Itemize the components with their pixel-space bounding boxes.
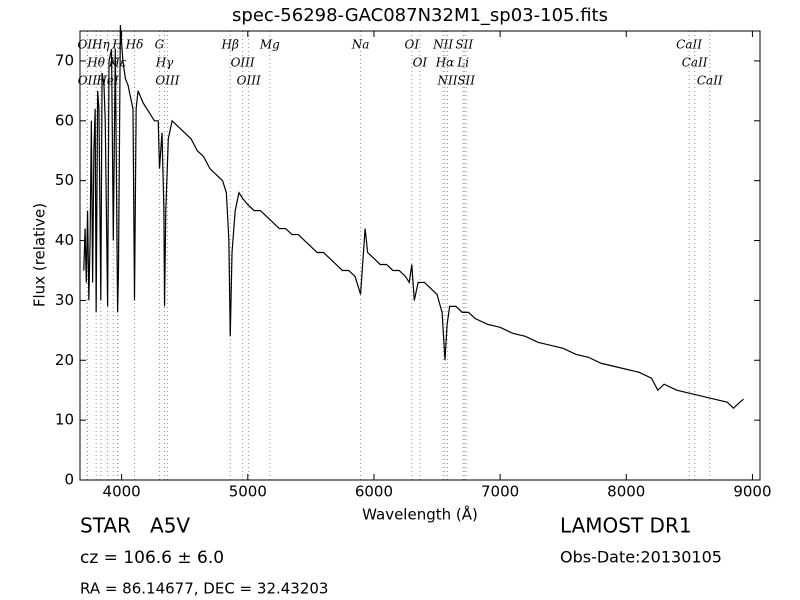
annotation: Obs-Date:20130105 — [560, 548, 722, 567]
chart-title: spec-56298-GAC087N32M1_sp03-105.fits — [232, 5, 608, 26]
annotation: RA = 86.14677, DEC = 32.43203 — [80, 580, 328, 598]
spectral-line-label: OII — [78, 38, 98, 52]
y-tick-label: 10 — [55, 411, 74, 429]
spectral-line-label: OIII — [231, 56, 255, 70]
spectral-line-label: NII — [432, 38, 453, 52]
spectral-line-label: CaII — [676, 38, 702, 52]
annotation: STAR A5V — [80, 514, 190, 538]
x-tick-label: 8000 — [607, 483, 645, 501]
spectral-line-label: CaII — [697, 74, 723, 88]
spectrum-line — [83, 24, 744, 409]
y-tick-label: 30 — [55, 291, 74, 309]
y-tick-label: 60 — [55, 111, 74, 129]
spectral-line-label: Hη — [91, 38, 110, 52]
spectral-line-label: OIII — [237, 74, 261, 88]
spectral-line-label: Li — [456, 56, 469, 70]
x-tick-label: 7000 — [481, 483, 519, 501]
spectral-line-label: Hδ — [125, 38, 144, 52]
x-tick-label: 4000 — [103, 483, 141, 501]
spectral-line-label: CaII — [682, 56, 708, 70]
y-tick-label: 0 — [64, 471, 74, 489]
spectral-line-label: Na — [351, 38, 370, 52]
x-tick-label: 6000 — [355, 483, 393, 501]
spectral-line-label: K — [108, 56, 119, 70]
spectral-line-label: SII — [455, 38, 473, 52]
spectral-line-label: G — [155, 38, 165, 52]
y-tick-label: 70 — [55, 51, 74, 69]
spectral-line-label: OI — [413, 56, 428, 70]
plot-frame — [79, 30, 761, 481]
x-tick-label: 9000 — [733, 483, 771, 501]
spectral-line-label: OII — [78, 74, 98, 88]
x-axis-label: Wavelength (Å) — [362, 505, 478, 524]
spectral-line-label: SII — [457, 74, 475, 88]
spectral-line-label: Hθ — [86, 56, 105, 70]
annotation: LAMOST DR1 — [560, 514, 692, 538]
y-tick-label: 50 — [55, 171, 74, 189]
spectral-line-label: Hγ — [155, 56, 174, 70]
y-tick-label: 40 — [55, 231, 74, 249]
spectral-line-label: Hα — [435, 56, 455, 70]
x-tick-label: 5000 — [229, 483, 267, 501]
y-tick-label: 20 — [55, 351, 74, 369]
spectral-line-label: Hε — [108, 56, 126, 70]
y-axis-label: Flux (relative) — [31, 203, 49, 307]
spectral-line-label: Hβ — [221, 38, 239, 52]
spectral-line-label: Mg — [259, 38, 280, 52]
annotation: cz = 106.6 ± 6.0 — [80, 548, 224, 568]
spectral-line-label: OIII — [155, 74, 179, 88]
spectral-line-label: NII — [437, 74, 458, 88]
spectral-line-label: OI — [405, 38, 420, 52]
